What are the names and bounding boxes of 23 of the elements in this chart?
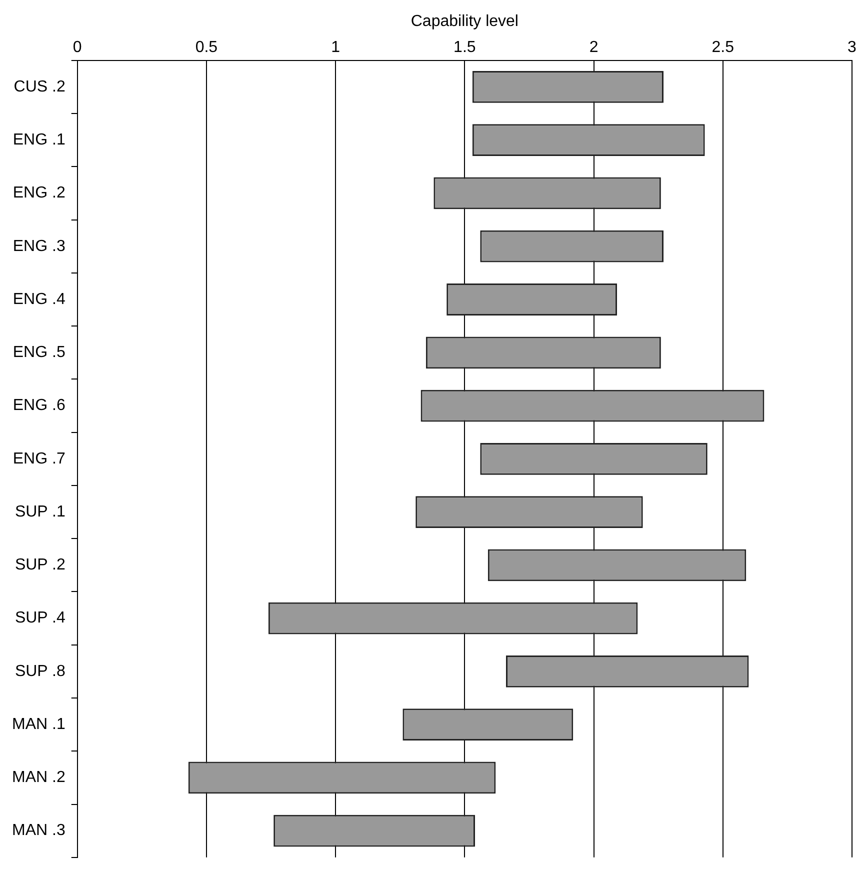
- y-tick-label: SUP .8: [14, 662, 66, 680]
- y-tick-label: CUS .2: [14, 78, 66, 96]
- y-tick-label: ENG .5: [12, 344, 66, 362]
- y-tick-label: ENG .3: [12, 238, 66, 255]
- x-tick-label: 2.5: [712, 39, 734, 56]
- x-tick-label: 1.5: [454, 39, 476, 56]
- y-tick-label: MAN .2: [12, 769, 66, 786]
- y-tick-label: ENG .1: [12, 132, 66, 149]
- x-tick-label: 0.5: [195, 39, 218, 56]
- y-tick-label: ENG .7: [12, 450, 66, 468]
- x-tick-label: 3: [848, 39, 857, 56]
- y-tick-label: SUP .4: [14, 610, 66, 627]
- y-tick-label: SUP .1: [14, 503, 66, 520]
- y-tick-label: MAN .1: [12, 716, 66, 733]
- y-tick-label: SUP .2: [14, 556, 66, 574]
- x-tick-label: 0: [72, 39, 82, 56]
- y-tick-label: ENG .6: [12, 397, 66, 414]
- x-axis-title: Capability level: [410, 13, 518, 30]
- x-tick-label: 2: [589, 39, 598, 56]
- y-tick-label: ENG .2: [12, 184, 66, 202]
- x-tick-label: 1: [331, 39, 340, 56]
- y-tick-label: ENG .4: [12, 290, 66, 308]
- y-tick-label: MAN .3: [12, 822, 66, 840]
